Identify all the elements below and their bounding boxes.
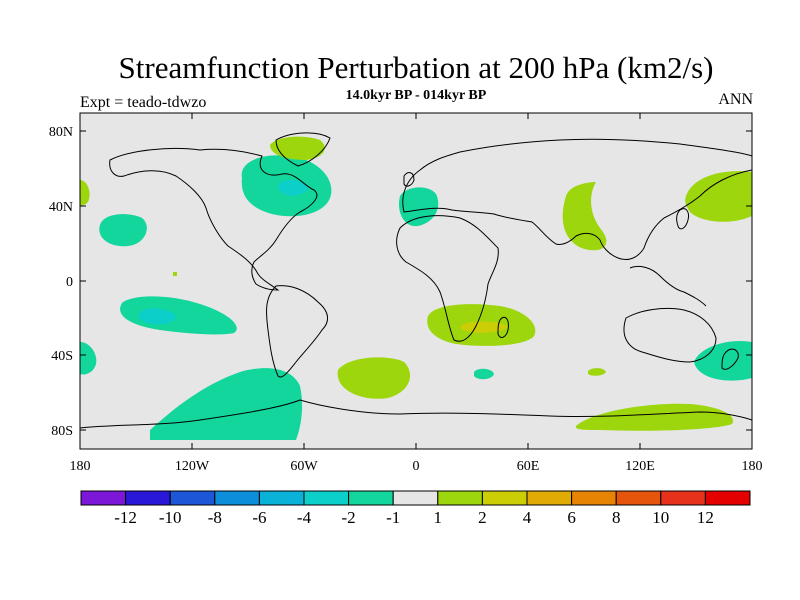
colorbar-label: -12 — [114, 508, 137, 527]
colorbar-label: 6 — [567, 508, 576, 527]
coast-antarctica — [80, 399, 752, 429]
anomaly-region-south-atlantic-small — [474, 368, 494, 380]
coast-australia — [623, 307, 717, 363]
lon-tick-label: 0 — [413, 459, 420, 474]
lon-tick-label: 60W — [290, 459, 318, 474]
lon-tick-label: 180 — [70, 459, 91, 474]
colorbar-label: -2 — [342, 508, 356, 527]
colorbar-swatch — [125, 490, 171, 506]
anomaly-region-indian-small — [588, 368, 606, 376]
colorbar-label: -4 — [297, 508, 312, 527]
lon-tick-label: 120W — [175, 459, 210, 474]
coast-eurasia — [402, 138, 752, 261]
colorbar-swatch — [348, 490, 394, 506]
shaded-anomalies — [80, 136, 752, 440]
anomaly-region-antarctic-indian — [575, 403, 733, 431]
anomaly-core-southern-africa — [460, 321, 508, 333]
anomaly-core-south-pacific — [138, 308, 176, 325]
coast-japan — [676, 208, 689, 230]
colorbar-label: 1 — [434, 508, 443, 527]
colorbar-swatch — [80, 490, 127, 506]
colorbar-label: 4 — [523, 508, 532, 527]
colorbar-label: 12 — [697, 508, 714, 527]
coast-british-isles — [403, 172, 415, 187]
colorbar-swatch — [481, 490, 528, 506]
colorbar-label: -6 — [252, 508, 266, 527]
lon-tick-label: 60E — [517, 459, 540, 474]
colorbar-label: 2 — [478, 508, 487, 527]
coast-new-zealand — [721, 348, 739, 370]
plot-subtitle: 14.0kyr BP - 014kyr BP — [345, 88, 487, 103]
map-background — [80, 113, 752, 449]
colorbar-swatch — [704, 490, 751, 506]
anomaly-region-greenland — [270, 136, 325, 160]
colorbar-label: -10 — [159, 508, 182, 527]
anomaly-region-north-pacific-east — [685, 171, 752, 222]
anomaly-region-southern-ocean-pacific — [150, 368, 303, 440]
colorbar-swatch — [437, 490, 483, 506]
latitude-axis: 80N 40N 0 40S 80S — [49, 125, 752, 439]
colorbar-swatch — [169, 490, 216, 506]
colorbar-label: 8 — [612, 508, 621, 527]
plot-title: Streamfunction Perturbation at 200 hPa (… — [118, 50, 714, 85]
lat-tick-label: 40N — [49, 200, 73, 215]
coast-madagascar — [497, 316, 509, 338]
lat-tick-label: 40S — [51, 349, 73, 364]
anomaly-region-central-asia — [562, 182, 607, 251]
anomaly-region-pacific-dot — [173, 272, 177, 276]
lon-tick-label: 180 — [742, 459, 763, 474]
anomaly-region-south-atlantic — [337, 357, 411, 399]
anomaly-region-south-pacific — [120, 296, 237, 335]
colorbar-swatch — [615, 490, 662, 506]
season-label: ANN — [718, 91, 753, 108]
anomaly-core-hudson — [277, 179, 309, 196]
colorbar-label: 10 — [652, 508, 669, 527]
colorbar-swatch — [660, 490, 706, 506]
colorbar-swatch — [571, 490, 617, 506]
lon-tick-label: 120E — [625, 459, 655, 474]
coast-africa — [396, 215, 499, 342]
coast-north-america — [109, 148, 318, 291]
colorbar-swatch — [392, 490, 439, 506]
colorbar-swatch — [303, 490, 350, 506]
lat-tick-label: 0 — [66, 275, 73, 290]
longitude-axis: 180 120W 60W 0 60E 120E 180 — [70, 113, 763, 474]
colorbar-swatch — [258, 490, 305, 506]
coast-southeast-asia — [629, 265, 707, 307]
coastlines — [80, 132, 752, 429]
coast-south-america — [265, 285, 328, 378]
colorbar-swatch — [214, 490, 260, 506]
colorbar — [80, 490, 751, 506]
colorbar-label: -1 — [386, 508, 400, 527]
coast-greenland — [275, 132, 331, 167]
anomaly-region-north-pacific — [99, 214, 147, 247]
anomaly-region-west-atlantic-edge — [80, 180, 90, 206]
colorbar-swatch — [526, 490, 573, 506]
colorbar-labels: -12 -10 -8 -6 -4 -2 -1 1 2 4 6 8 10 12 — [114, 508, 714, 527]
colorbar-label: -8 — [208, 508, 222, 527]
lat-tick-label: 80N — [49, 125, 73, 140]
anomaly-region-west-edge — [80, 342, 97, 375]
lat-tick-label: 80S — [51, 424, 73, 439]
experiment-label: Expt = teado-tdwzo — [80, 94, 207, 111]
anomaly-region-new-zealand — [694, 340, 752, 381]
